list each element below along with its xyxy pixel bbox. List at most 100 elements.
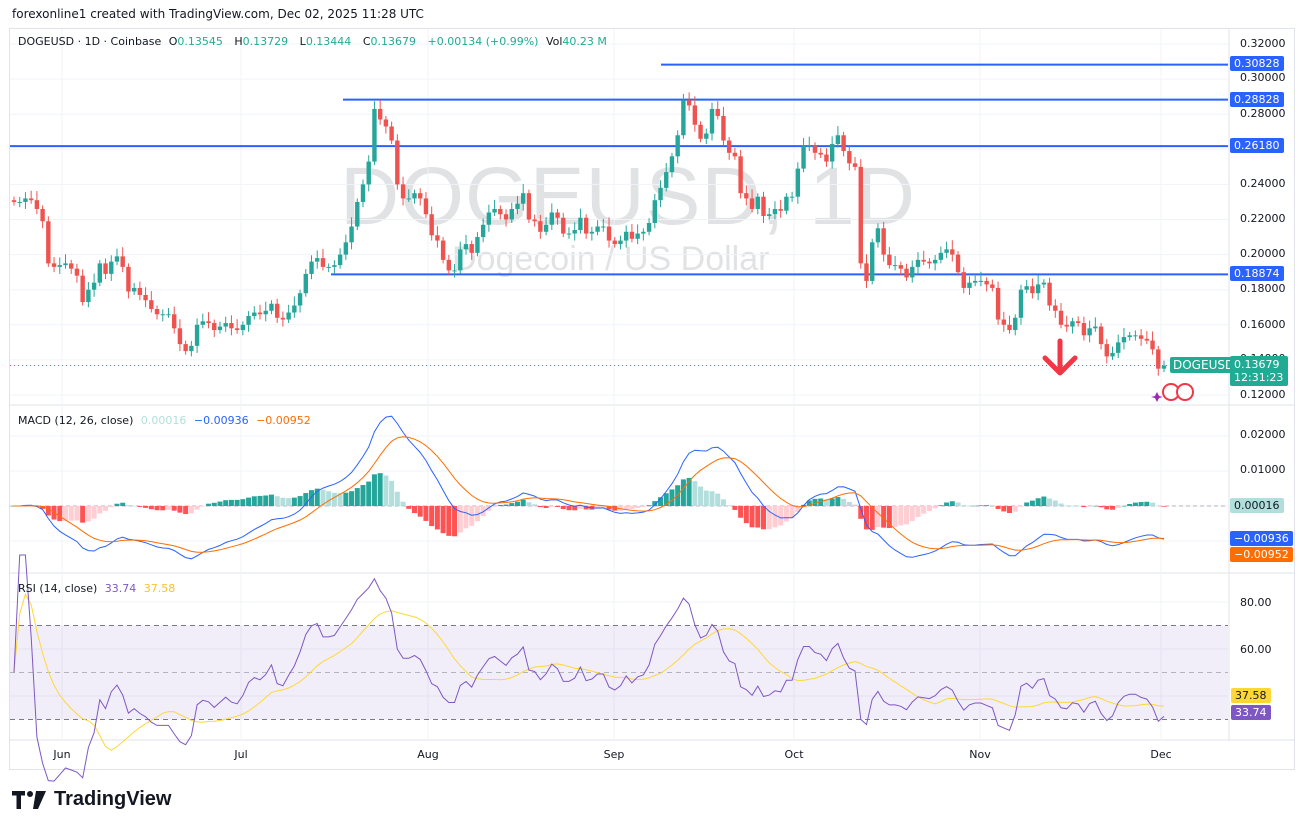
candle-body [400, 184, 406, 199]
vol-value: 40.23 M [562, 35, 607, 48]
candle-body [183, 344, 188, 352]
candle-body [440, 240, 446, 260]
macd-histogram-bar [692, 481, 698, 506]
macd-histogram-bar [223, 500, 229, 506]
macd-histogram-bar [732, 506, 738, 510]
macd-legend[interactable]: MACD (12, 26, close) 0.00016 −0.00936 −0… [18, 414, 315, 427]
candle-body [223, 323, 228, 327]
macd-histogram-bar [566, 506, 572, 511]
tradingview-logo[interactable]: TradingView [12, 788, 171, 811]
macd-histogram-bar [835, 497, 841, 506]
macd-histogram-bar [291, 497, 297, 506]
candle-body [469, 244, 474, 253]
macd-histogram-bar [635, 506, 641, 509]
macd-histogram-bar [755, 506, 761, 528]
candle-body [978, 280, 984, 282]
macd-histogram-bar [297, 496, 303, 506]
candle-body [320, 258, 326, 267]
candle-body [601, 226, 606, 228]
hline-tag-18874[interactable]: 0.18874 [1230, 266, 1284, 281]
macd-histogram-bar [177, 506, 183, 513]
candle-body [263, 310, 268, 315]
macd-histogram-bar [309, 490, 315, 506]
candle-body [801, 145, 806, 169]
price-axis-label: 0.20000 [1240, 247, 1286, 260]
macd-histogram-bar [1092, 505, 1098, 507]
candle-body [652, 200, 657, 224]
macd-histogram-bar [240, 499, 246, 506]
candle-body [97, 263, 103, 283]
bar-countdown: 12:31:23 [1234, 371, 1284, 384]
macd-histogram-bar [921, 506, 927, 514]
macd-histogram-bar [881, 506, 887, 528]
candle-body [572, 230, 577, 234]
candle-body [915, 259, 921, 267]
macd-histogram-bar [778, 506, 784, 526]
macd-histogram-bar [749, 506, 755, 528]
candle-body [452, 270, 457, 272]
macd-histogram-bar [371, 474, 377, 506]
macd-histogram-bar [246, 497, 252, 506]
candle-body [57, 265, 62, 267]
chart-frame [9, 28, 1295, 770]
candle-body [847, 151, 852, 164]
macd-histogram-bar [268, 494, 274, 506]
candle-body [686, 100, 692, 106]
macd-histogram-bar [228, 499, 234, 506]
candle-body [429, 214, 434, 236]
candle-body [1144, 338, 1150, 341]
macd-histogram-bar [629, 506, 635, 509]
candle-body [337, 254, 343, 266]
candle-body [1093, 326, 1098, 329]
macd-histogram-bar [526, 502, 532, 506]
candle-body [818, 152, 823, 155]
rsi-line [13, 554, 1165, 782]
candle-body [458, 249, 463, 271]
macd-histogram-bar [932, 506, 938, 509]
macd-histogram-bar [194, 506, 200, 510]
macd-histogram-bar [514, 501, 520, 506]
candle-body [372, 108, 377, 162]
candle-body [234, 328, 240, 331]
macd-histogram-bar [331, 492, 337, 506]
macd-signal-tag: −0.00952 [1230, 547, 1293, 562]
macd-value: −0.00936 [193, 414, 249, 427]
symbol-info[interactable]: DOGEUSD · 1D · Coinbase [18, 35, 162, 48]
hline-tag-28828[interactable]: 0.28828 [1230, 92, 1284, 107]
macd-histogram-bar [68, 506, 74, 521]
price-axis-label: 0.30000 [1240, 71, 1286, 84]
macd-histogram-bar [995, 506, 1001, 509]
rsi-legend[interactable]: RSI (14, close) 33.74 37.58 [18, 582, 179, 595]
close-value: 0.13679 [370, 35, 417, 48]
macd-histogram-bar [165, 506, 171, 510]
candle-body [612, 240, 617, 245]
macd-histogram-bar [703, 490, 709, 506]
candle-body [212, 323, 217, 331]
macd-histogram-bar [377, 473, 383, 506]
hline-tag-30828[interactable]: 0.30828 [1230, 56, 1284, 71]
macd-histogram-bar [509, 503, 515, 506]
macd-histogram-bar [1138, 502, 1144, 506]
rsi-ma-value: 37.58 [143, 582, 176, 595]
candle-body [961, 272, 966, 288]
candle-body [492, 208, 497, 213]
time-axis-label: Jun [53, 748, 71, 761]
candle-body [829, 144, 835, 162]
macd-histogram-bar [818, 498, 824, 506]
macd-histogram-bar [1161, 506, 1167, 507]
macd-histogram-bar [612, 506, 618, 511]
macd-histogram-bar [720, 499, 726, 506]
macd-histogram-bar [761, 506, 767, 530]
candle-body [63, 263, 68, 266]
hline-tag-26180[interactable]: 0.26180 [1230, 138, 1284, 153]
macd-histogram-bar [274, 496, 280, 506]
candle-body [1087, 328, 1092, 336]
macd-histogram-bar [520, 499, 526, 506]
macd-histogram-bar [411, 506, 417, 514]
candle-body [412, 193, 417, 199]
candle-body [435, 235, 440, 241]
brand-name: TradingView [54, 788, 172, 810]
candle-body [395, 140, 400, 185]
macd-histogram-bar [1012, 506, 1018, 512]
